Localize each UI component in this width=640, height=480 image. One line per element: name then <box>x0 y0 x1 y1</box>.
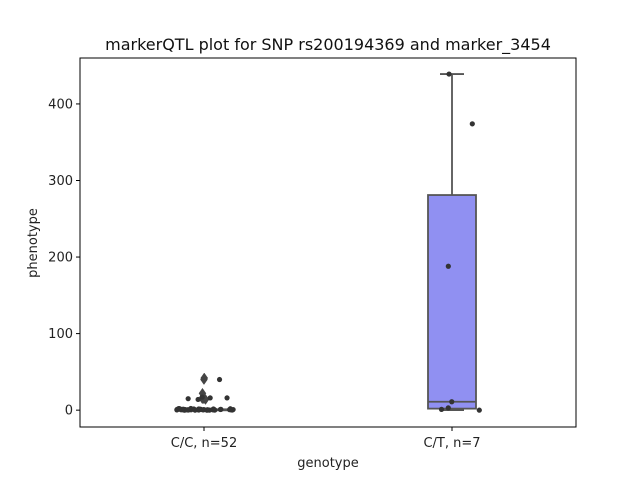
data-point <box>438 406 445 412</box>
data-point <box>217 406 223 413</box>
data-point <box>195 396 201 403</box>
box-group <box>427 71 482 413</box>
x-tick-label: C/T, n=7 <box>423 436 480 451</box>
y-axis-label: phenotype <box>26 208 41 278</box>
data-point <box>196 406 202 412</box>
plot-area <box>79 57 577 428</box>
y-tick-label: 100 <box>48 327 73 342</box>
box-group <box>174 372 236 413</box>
data-point <box>210 407 216 413</box>
data-point <box>449 399 455 405</box>
data-point <box>207 395 213 401</box>
data-point <box>224 395 230 401</box>
y-tick-label: 200 <box>48 251 73 266</box>
box <box>427 194 477 410</box>
x-axis: C/C, n=52 C/T, n=7 <box>171 427 481 451</box>
y-tick-label: 400 <box>48 97 73 112</box>
data-point <box>204 407 210 413</box>
data-point <box>184 407 191 413</box>
data-point <box>445 405 451 411</box>
data-point <box>185 396 191 402</box>
data-point <box>445 263 451 269</box>
data-point <box>174 407 180 413</box>
x-axis-label: genotype <box>297 456 358 471</box>
box-groups <box>174 71 482 413</box>
y-tick-label: 0 <box>65 404 73 419</box>
y-axis: 0 100 200 300 400 <box>48 97 80 419</box>
data-point <box>476 407 482 413</box>
data-point <box>199 394 205 400</box>
outlier-point <box>200 372 209 384</box>
x-tick-label: C/C, n=52 <box>171 436 237 451</box>
data-point <box>446 71 452 77</box>
data-point <box>469 121 475 127</box>
y-tick-label: 300 <box>48 174 73 189</box>
chart-title: markerQTL plot for SNP rs200194369 and m… <box>105 35 551 55</box>
data-point <box>216 376 223 383</box>
data-point <box>226 407 233 413</box>
